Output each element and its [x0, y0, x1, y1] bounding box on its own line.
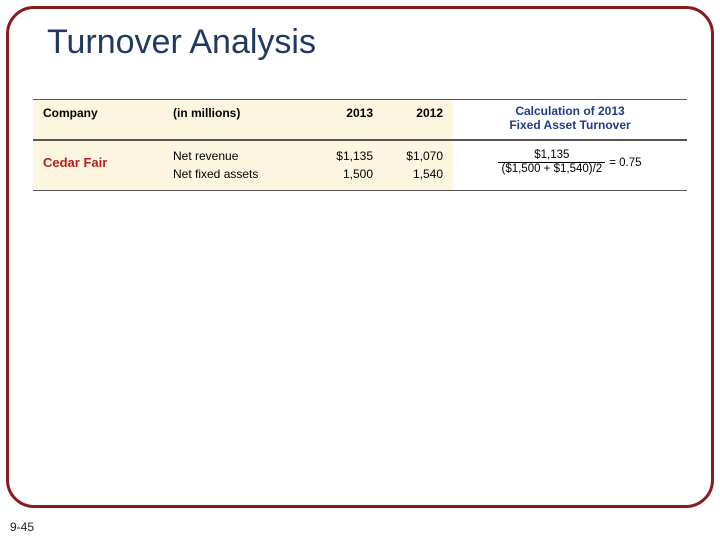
metric-net-revenue-label: Net revenue [173, 147, 303, 166]
slide-title: Turnover Analysis [47, 23, 316, 62]
header-company: Company [43, 106, 173, 133]
net-revenue-2012: $1,070 [373, 147, 443, 166]
table-header-row: Company (in millions) 2013 2012 Calculat… [33, 99, 687, 140]
header-year2: 2012 [373, 106, 443, 133]
company-name: Cedar Fair [43, 147, 173, 170]
slide-frame: Turnover Analysis Company (in millions) … [6, 6, 714, 508]
header-year1: 2013 [303, 106, 373, 133]
calc-numerator: $1,135 [498, 149, 605, 163]
metric-net-fixed-assets-label: Net fixed assets [173, 165, 303, 184]
header-units: (in millions) [173, 106, 303, 133]
net-fixed-assets-2013: 1,500 [303, 165, 373, 184]
net-fixed-assets-2012: 1,540 [373, 165, 443, 184]
calc-result: = 0.75 [609, 157, 641, 169]
header-calc-line2: Fixed Asset Turnover [459, 118, 681, 132]
table-data-row: Cedar Fair Net revenue Net fixed assets … [33, 140, 687, 191]
calculation-formula: $1,135 ($1,500 + $1,540)/2 = 0.75 [498, 147, 641, 176]
net-revenue-2013: $1,135 [303, 147, 373, 166]
calc-denominator: ($1,500 + $1,540)/2 [498, 163, 605, 176]
page-number: 9-45 [10, 520, 34, 534]
turnover-table: Company (in millions) 2013 2012 Calculat… [33, 99, 687, 191]
header-calc-line1: Calculation of 2013 [459, 104, 681, 118]
